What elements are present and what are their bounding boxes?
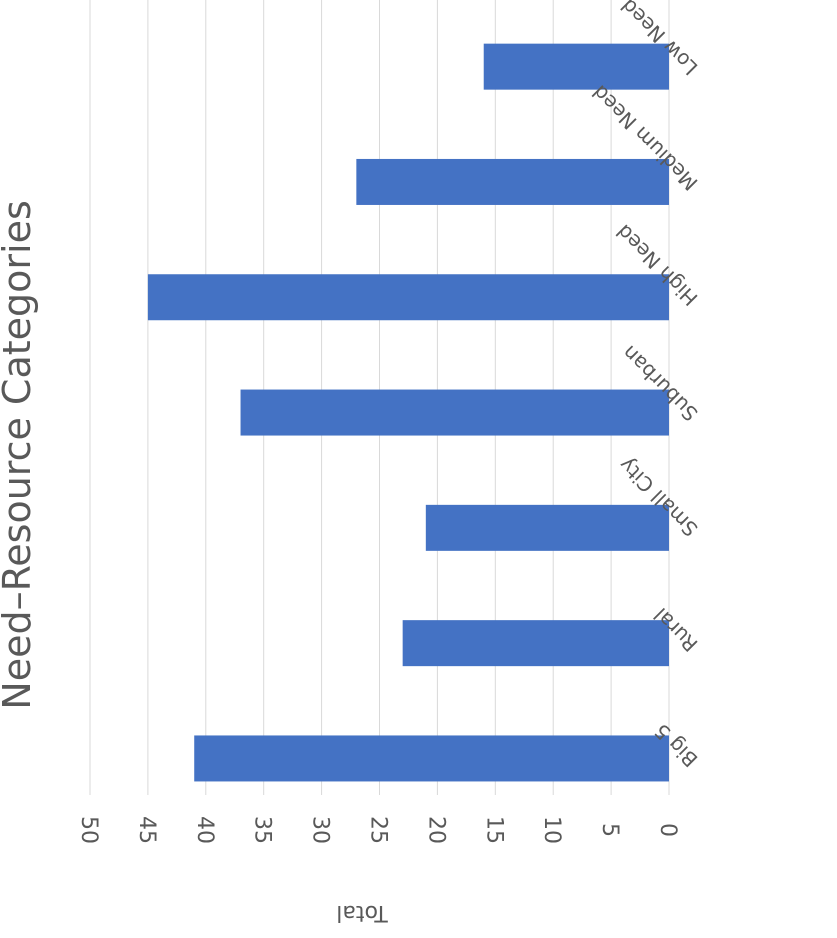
- bar: [240, 389, 670, 436]
- x-tick-label: 25: [366, 816, 391, 844]
- x-tick-label: 35: [250, 816, 275, 844]
- bar: [356, 158, 669, 205]
- bars: [147, 43, 670, 782]
- bar: [194, 735, 669, 782]
- x-tick-label: 45: [134, 816, 159, 844]
- x-tick-label: 30: [308, 816, 333, 844]
- x-tick-labels: 0 5 10 15 20 25 30 35 40 45 50: [76, 816, 680, 844]
- x-tick-label: 50: [76, 816, 101, 844]
- x-tick-label: 40: [192, 816, 217, 844]
- chart-title: Need–Resource Categories: [0, 200, 39, 709]
- x-tick-label: 10: [539, 816, 564, 844]
- x-axis-title: Total: [336, 900, 388, 925]
- x-tick-label: 15: [481, 816, 506, 844]
- bar: [483, 43, 669, 90]
- x-tick-label: 0: [655, 823, 680, 837]
- bar: [147, 274, 669, 321]
- bar: [425, 504, 669, 551]
- x-tick-label: 20: [423, 816, 448, 844]
- x-tick-label: 5: [597, 823, 622, 837]
- bar: [402, 620, 669, 667]
